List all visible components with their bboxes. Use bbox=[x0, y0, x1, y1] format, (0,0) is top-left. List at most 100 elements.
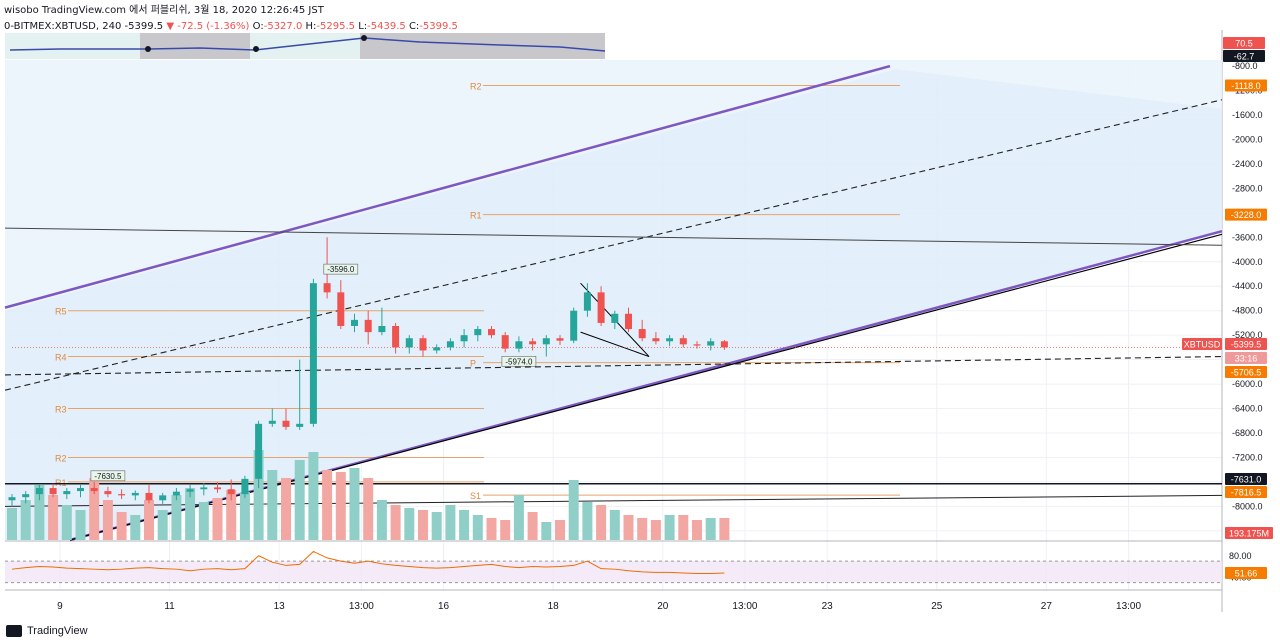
volume-bar bbox=[486, 518, 497, 540]
candle-body bbox=[351, 319, 358, 326]
pivot-label: R3 bbox=[55, 405, 67, 415]
time-tick-label: 9 bbox=[57, 601, 63, 612]
volume-bar bbox=[212, 498, 223, 540]
price-badge bbox=[1225, 338, 1267, 350]
volume-bar bbox=[335, 472, 346, 540]
volume-bar bbox=[130, 515, 141, 540]
volume-bar bbox=[459, 510, 470, 540]
candle-body bbox=[433, 347, 441, 351]
price-annotations: -3596.0 -5974.0 -7630.5 bbox=[90, 263, 537, 482]
annotation-label: -7630.5 bbox=[94, 472, 122, 481]
price-badge-label: 70.5 bbox=[1235, 39, 1253, 49]
price-badge bbox=[1223, 50, 1265, 62]
channel-inner-fill bbox=[5, 69, 1222, 541]
volume-bar bbox=[253, 450, 264, 540]
pivot-label: R1 bbox=[55, 478, 67, 488]
volume-bar bbox=[513, 495, 524, 540]
volume-bar bbox=[582, 502, 593, 540]
price-tick-label: -4800.0 bbox=[1232, 306, 1263, 316]
volume-bar bbox=[541, 522, 552, 540]
price-tick-label: -4400.0 bbox=[1232, 281, 1263, 291]
volume-bar bbox=[239, 492, 250, 540]
candle-body bbox=[419, 338, 427, 351]
price-badge bbox=[1225, 79, 1267, 92]
price-tick-label: -7200.0 bbox=[1232, 452, 1263, 462]
volume-bar bbox=[75, 510, 86, 540]
tradingview-mark-icon bbox=[6, 625, 22, 637]
price-badge bbox=[1225, 208, 1267, 221]
candle-body bbox=[556, 338, 564, 341]
price-badge-label: 33:16 bbox=[1235, 354, 1258, 364]
candle-body bbox=[35, 488, 43, 495]
price-tick-label: -6800.0 bbox=[1232, 428, 1263, 438]
candle-body bbox=[22, 494, 30, 498]
candle-body bbox=[583, 292, 591, 311]
tradingview-logo[interactable]: TradingView bbox=[6, 622, 88, 640]
candle-body bbox=[625, 313, 632, 330]
last-price: -5399.5 bbox=[124, 21, 164, 32]
pivot-label: R1 bbox=[470, 211, 482, 221]
time-tick-label: 13:00 bbox=[732, 601, 757, 612]
price-tick-label: -3600.0 bbox=[1232, 232, 1263, 242]
price-tick-label: -2400.0 bbox=[1232, 159, 1263, 169]
volume-bar bbox=[308, 452, 319, 540]
volume-bar bbox=[719, 518, 730, 540]
candle-body bbox=[515, 341, 523, 349]
price-badge bbox=[1225, 473, 1267, 485]
volume-bar bbox=[34, 485, 45, 540]
open-value: -5327.0 bbox=[263, 21, 303, 32]
volume-bar bbox=[7, 508, 17, 540]
volume-bar bbox=[61, 505, 72, 540]
pivot-label: R2 bbox=[470, 82, 482, 92]
candle-body bbox=[8, 497, 16, 501]
price-badge bbox=[1225, 486, 1267, 498]
volume-bar bbox=[20, 500, 31, 540]
candle-body bbox=[309, 283, 317, 424]
price-badge-label: 193.175M bbox=[1229, 529, 1269, 539]
candle-body bbox=[214, 487, 221, 490]
candle-body bbox=[652, 338, 660, 342]
annotation-box bbox=[90, 470, 126, 482]
price-change: -72.5 (-1.36%) bbox=[177, 21, 250, 32]
price-tick-label: -800.0 bbox=[1232, 61, 1258, 71]
candle-body bbox=[268, 420, 276, 424]
candle-body bbox=[337, 292, 345, 326]
candle-body bbox=[200, 487, 208, 490]
candle-body bbox=[77, 488, 84, 492]
candle-body bbox=[118, 494, 126, 496]
annotation-label: -5974.0 bbox=[505, 357, 533, 366]
price-axis[interactable]: -800.0-1200.0-1600.0-2000.0-2400.0-2800.… bbox=[1232, 61, 1263, 536]
candle-body bbox=[570, 310, 578, 341]
volume-bar bbox=[363, 478, 374, 540]
price-badge bbox=[1223, 37, 1265, 49]
volume-bar bbox=[664, 515, 675, 540]
volume-bar bbox=[281, 478, 291, 540]
volume-bar bbox=[596, 505, 607, 540]
channel-band bbox=[5, 60, 1222, 541]
annotation-box bbox=[323, 263, 359, 275]
volume-bar bbox=[692, 520, 702, 540]
candle-body bbox=[241, 478, 249, 495]
high-value: -5295.5 bbox=[316, 21, 356, 32]
volume-bar bbox=[226, 490, 237, 540]
publish-line: wisobo TradingView.com 에서 퍼블리쉬, 3월 18, 2… bbox=[4, 5, 324, 16]
volume-bar bbox=[609, 510, 620, 540]
candle-body bbox=[460, 335, 468, 342]
price-badge bbox=[1225, 527, 1273, 539]
dashed-trend-lower bbox=[4, 356, 1223, 376]
volume-bar bbox=[472, 515, 483, 540]
candle-body bbox=[296, 423, 304, 427]
pivot-label: R2 bbox=[55, 453, 67, 463]
candles[interactable] bbox=[8, 237, 728, 507]
volume-bar bbox=[157, 510, 168, 540]
candle-body bbox=[611, 313, 619, 323]
time-tick-label: 23 bbox=[822, 601, 834, 612]
triangle-lower bbox=[580, 331, 650, 358]
price-badge-label: -7631.0 bbox=[1231, 475, 1262, 485]
time-axis[interactable]: 9 11 13 13:00 16 18 20 13:00 23 25 27 13:00 bbox=[57, 601, 1141, 612]
annotation-box bbox=[501, 355, 537, 367]
price-badge-label: -1118.0 bbox=[1231, 81, 1260, 91]
overview-strip[interactable] bbox=[5, 33, 606, 59]
candle-body bbox=[679, 338, 687, 345]
